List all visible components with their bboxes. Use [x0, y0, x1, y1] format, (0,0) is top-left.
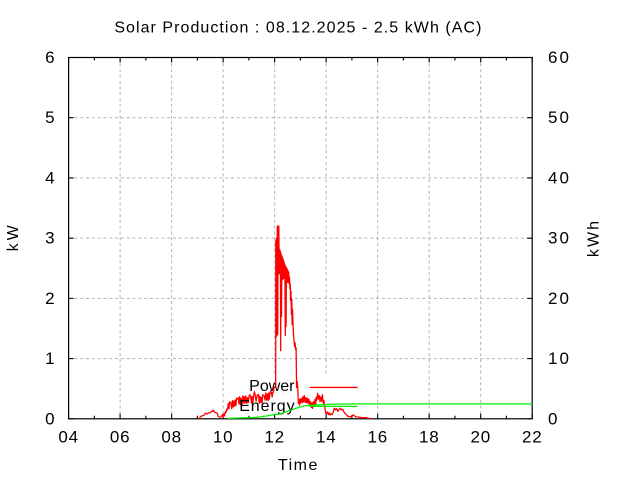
- svg-text:06: 06: [110, 428, 131, 447]
- svg-text:60: 60: [548, 48, 571, 67]
- svg-text:20: 20: [470, 428, 491, 447]
- svg-text:Solar Production : 08.12.2025: Solar Production : 08.12.2025 - 2.5 kWh …: [114, 20, 482, 37]
- svg-text:6: 6: [45, 48, 54, 67]
- svg-text:40: 40: [548, 168, 571, 187]
- svg-text:4: 4: [45, 168, 54, 187]
- svg-text:3: 3: [45, 229, 54, 248]
- svg-text:08: 08: [161, 428, 182, 447]
- svg-text:0: 0: [45, 409, 54, 428]
- svg-text:0: 0: [548, 409, 557, 428]
- svg-text:50: 50: [548, 108, 571, 127]
- svg-text:18: 18: [419, 428, 440, 447]
- svg-text:5: 5: [45, 108, 54, 127]
- svg-text:30: 30: [548, 229, 571, 248]
- svg-text:14: 14: [316, 428, 337, 447]
- svg-text:kW: kW: [5, 222, 22, 251]
- svg-text:Power: Power: [249, 378, 295, 395]
- svg-text:10: 10: [548, 349, 571, 368]
- svg-text:16: 16: [367, 428, 388, 447]
- svg-text:22: 22: [522, 428, 543, 447]
- svg-text:04: 04: [58, 428, 79, 447]
- svg-text:2: 2: [45, 289, 54, 308]
- svg-text:1: 1: [45, 349, 54, 368]
- svg-text:12: 12: [264, 428, 285, 447]
- svg-text:10: 10: [213, 428, 234, 447]
- svg-text:kWh: kWh: [586, 219, 603, 257]
- svg-text:Time: Time: [278, 457, 319, 474]
- svg-text:Energy: Energy: [239, 398, 295, 415]
- svg-text:20: 20: [548, 289, 571, 308]
